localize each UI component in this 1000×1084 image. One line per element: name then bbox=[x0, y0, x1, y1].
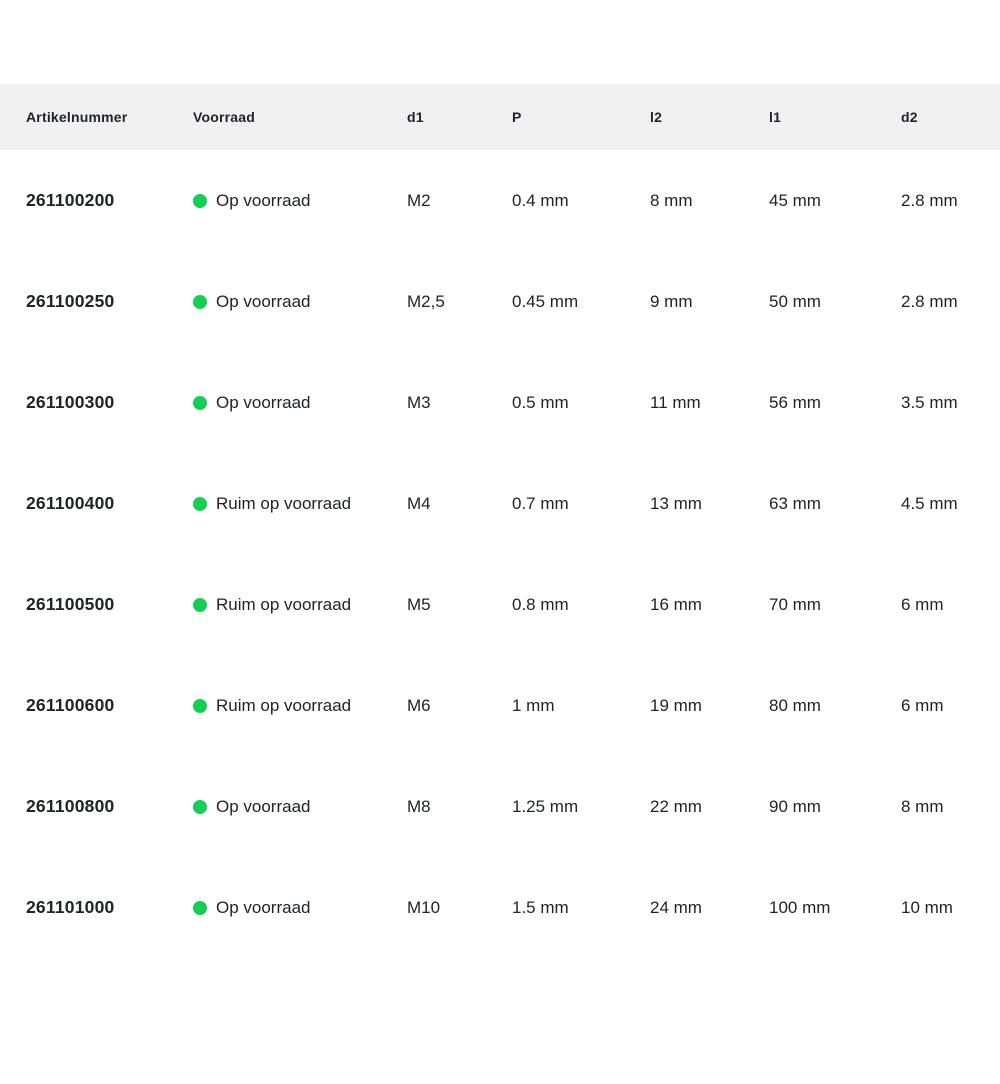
cell-voorraad: Op voorraad bbox=[167, 251, 381, 352]
cell-p: 0.45 mm bbox=[486, 251, 624, 352]
cell-voorraad: Ruim op voorraad bbox=[167, 554, 381, 655]
cell-l2: 13 mm bbox=[624, 453, 743, 554]
cell-d1: M8 bbox=[381, 756, 486, 857]
cell-p: 1.25 mm bbox=[486, 756, 624, 857]
cell-d2: 2.8 mm bbox=[875, 251, 1000, 352]
in-stock-dot-icon bbox=[193, 800, 207, 814]
cell-l2: 19 mm bbox=[624, 655, 743, 756]
cell-l1: 63 mm bbox=[743, 453, 875, 554]
in-stock-dot-icon bbox=[193, 598, 207, 612]
stock-status-label: Op voorraad bbox=[216, 191, 311, 210]
cell-d2: 8 mm bbox=[875, 756, 1000, 857]
cell-d2: 4.5 mm bbox=[875, 453, 1000, 554]
cell-p: 1.5 mm bbox=[486, 857, 624, 958]
column-header-l2: l2 bbox=[624, 84, 743, 150]
cell-voorraad: Ruim op voorraad bbox=[167, 453, 381, 554]
cell-l1: 80 mm bbox=[743, 655, 875, 756]
cell-p: 0.4 mm bbox=[486, 150, 624, 251]
stock-status-label: Op voorraad bbox=[216, 797, 311, 816]
cell-artikelnummer: 261100200 bbox=[0, 150, 167, 251]
cell-d2: 6 mm bbox=[875, 655, 1000, 756]
cell-artikelnummer: 261100600 bbox=[0, 655, 167, 756]
column-header-voorraad: Voorraad bbox=[167, 84, 381, 150]
cell-artikelnummer: 261101000 bbox=[0, 857, 167, 958]
cell-l2: 16 mm bbox=[624, 554, 743, 655]
cell-l2: 8 mm bbox=[624, 150, 743, 251]
cell-voorraad: Op voorraad bbox=[167, 352, 381, 453]
cell-l1: 70 mm bbox=[743, 554, 875, 655]
stock-status-label: Ruim op voorraad bbox=[216, 696, 351, 715]
stock-status-label: Ruim op voorraad bbox=[216, 494, 351, 513]
table-row: 261101000 Op voorraad M10 1.5 mm 24 mm 1… bbox=[0, 857, 1000, 958]
cell-l2: 9 mm bbox=[624, 251, 743, 352]
column-header-d1: d1 bbox=[381, 84, 486, 150]
cell-l2: 11 mm bbox=[624, 352, 743, 453]
cell-p: 0.5 mm bbox=[486, 352, 624, 453]
cell-l1: 100 mm bbox=[743, 857, 875, 958]
cell-p: 0.8 mm bbox=[486, 554, 624, 655]
cell-artikelnummer: 261100300 bbox=[0, 352, 167, 453]
table-header-row: Artikelnummer Voorraad d1 P l2 l1 d2 bbox=[0, 84, 1000, 150]
cell-d1: M2 bbox=[381, 150, 486, 251]
column-header-artikelnummer: Artikelnummer bbox=[0, 84, 167, 150]
column-header-p: P bbox=[486, 84, 624, 150]
product-spec-table: Artikelnummer Voorraad d1 P l2 l1 d2 261… bbox=[0, 84, 1000, 958]
cell-p: 1 mm bbox=[486, 655, 624, 756]
cell-voorraad: Op voorraad bbox=[167, 756, 381, 857]
cell-d1: M2,5 bbox=[381, 251, 486, 352]
stock-status-label: Op voorraad bbox=[216, 393, 311, 412]
cell-d2: 3.5 mm bbox=[875, 352, 1000, 453]
cell-artikelnummer: 261100400 bbox=[0, 453, 167, 554]
cell-d1: M5 bbox=[381, 554, 486, 655]
cell-l1: 56 mm bbox=[743, 352, 875, 453]
cell-d1: M10 bbox=[381, 857, 486, 958]
table-row: 261100600 Ruim op voorraad M6 1 mm 19 mm… bbox=[0, 655, 1000, 756]
table-row: 261100800 Op voorraad M8 1.25 mm 22 mm 9… bbox=[0, 756, 1000, 857]
cell-artikelnummer: 261100500 bbox=[0, 554, 167, 655]
cell-voorraad: Ruim op voorraad bbox=[167, 655, 381, 756]
in-stock-dot-icon bbox=[193, 699, 207, 713]
cell-d1: M3 bbox=[381, 352, 486, 453]
cell-p: 0.7 mm bbox=[486, 453, 624, 554]
stock-status-label: Ruim op voorraad bbox=[216, 595, 351, 614]
table-row: 261100200 Op voorraad M2 0.4 mm 8 mm 45 … bbox=[0, 150, 1000, 251]
column-header-l1: l1 bbox=[743, 84, 875, 150]
in-stock-dot-icon bbox=[193, 194, 207, 208]
cell-l1: 90 mm bbox=[743, 756, 875, 857]
stock-status-label: Op voorraad bbox=[216, 898, 311, 917]
table-row: 261100500 Ruim op voorraad M5 0.8 mm 16 … bbox=[0, 554, 1000, 655]
table-row: 261100250 Op voorraad M2,5 0.45 mm 9 mm … bbox=[0, 251, 1000, 352]
cell-l2: 22 mm bbox=[624, 756, 743, 857]
cell-l2: 24 mm bbox=[624, 857, 743, 958]
in-stock-dot-icon bbox=[193, 901, 207, 915]
stock-status-label: Op voorraad bbox=[216, 292, 311, 311]
table-row: 261100400 Ruim op voorraad M4 0.7 mm 13 … bbox=[0, 453, 1000, 554]
cell-d1: M4 bbox=[381, 453, 486, 554]
in-stock-dot-icon bbox=[193, 396, 207, 410]
table-row: 261100300 Op voorraad M3 0.5 mm 11 mm 56… bbox=[0, 352, 1000, 453]
cell-artikelnummer: 261100250 bbox=[0, 251, 167, 352]
cell-artikelnummer: 261100800 bbox=[0, 756, 167, 857]
cell-l1: 45 mm bbox=[743, 150, 875, 251]
cell-l1: 50 mm bbox=[743, 251, 875, 352]
cell-voorraad: Op voorraad bbox=[167, 857, 381, 958]
cell-d2: 10 mm bbox=[875, 857, 1000, 958]
in-stock-dot-icon bbox=[193, 295, 207, 309]
cell-d2: 2.8 mm bbox=[875, 150, 1000, 251]
in-stock-dot-icon bbox=[193, 497, 207, 511]
cell-d1: M6 bbox=[381, 655, 486, 756]
cell-d2: 6 mm bbox=[875, 554, 1000, 655]
cell-voorraad: Op voorraad bbox=[167, 150, 381, 251]
column-header-d2: d2 bbox=[875, 84, 1000, 150]
